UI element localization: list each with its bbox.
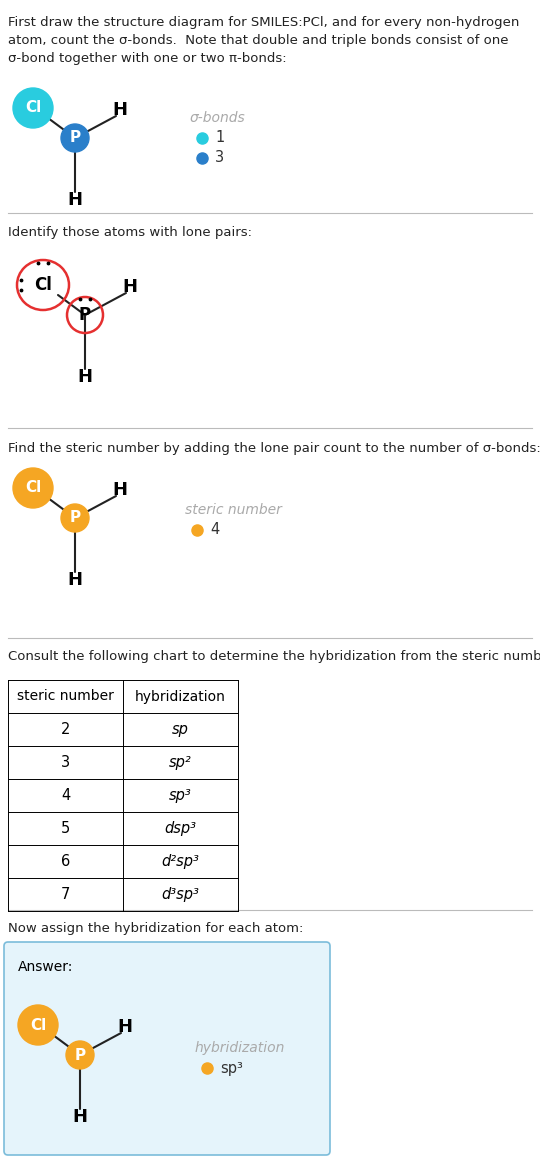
Text: H: H (112, 101, 127, 118)
Text: Cl: Cl (25, 481, 41, 496)
Text: P: P (70, 511, 80, 526)
FancyBboxPatch shape (4, 942, 330, 1155)
Text: Cl: Cl (25, 101, 41, 115)
Circle shape (18, 1005, 58, 1045)
Text: P: P (79, 307, 91, 324)
Text: sp³: sp³ (220, 1060, 243, 1075)
Text: P: P (75, 1047, 85, 1062)
Text: Cl: Cl (34, 276, 52, 294)
Text: 3: 3 (61, 755, 70, 770)
Text: H: H (72, 1108, 87, 1126)
Text: hybridization: hybridization (195, 1041, 285, 1055)
Text: H: H (68, 571, 83, 589)
Text: Consult the following chart to determine the hybridization from the steric numbe: Consult the following chart to determine… (8, 650, 540, 663)
Text: Answer:: Answer: (18, 960, 73, 974)
Text: H: H (78, 368, 92, 385)
Text: 6: 6 (61, 854, 70, 868)
Text: 7: 7 (61, 887, 70, 902)
Text: 5: 5 (61, 821, 70, 836)
Circle shape (66, 1041, 94, 1069)
Text: sp: sp (172, 722, 189, 737)
Text: hybridization: hybridization (135, 690, 226, 704)
Text: σ-bonds: σ-bonds (190, 111, 246, 125)
Text: First draw the structure diagram for SMILES:PCl, and for every non-hydrogen
atom: First draw the structure diagram for SMI… (8, 16, 519, 65)
Text: 1: 1 (215, 130, 224, 145)
Text: Cl: Cl (30, 1017, 46, 1032)
Circle shape (61, 504, 89, 532)
Text: H: H (112, 481, 127, 499)
Text: 4: 4 (210, 522, 219, 538)
Circle shape (61, 124, 89, 152)
Text: H: H (68, 192, 83, 209)
Text: 3: 3 (215, 151, 224, 166)
Circle shape (13, 468, 53, 509)
Text: 2: 2 (61, 722, 70, 737)
Text: Find the steric number by adding the lone pair count to the number of σ-bonds:: Find the steric number by adding the lon… (8, 442, 540, 455)
Text: Now assign the hybridization for each atom:: Now assign the hybridization for each at… (8, 922, 303, 935)
Text: P: P (70, 130, 80, 145)
Text: 4: 4 (61, 788, 70, 803)
Text: H: H (123, 277, 138, 296)
Text: dsp³: dsp³ (165, 821, 197, 836)
Text: H: H (118, 1018, 132, 1036)
Text: steric number: steric number (185, 503, 282, 517)
Text: d³sp³: d³sp³ (161, 887, 199, 902)
Text: sp²: sp² (169, 755, 192, 770)
Text: Identify those atoms with lone pairs:: Identify those atoms with lone pairs: (8, 226, 252, 239)
Text: d²sp³: d²sp³ (161, 854, 199, 868)
Text: steric number: steric number (17, 690, 114, 704)
Text: sp³: sp³ (169, 788, 192, 803)
Circle shape (13, 88, 53, 128)
